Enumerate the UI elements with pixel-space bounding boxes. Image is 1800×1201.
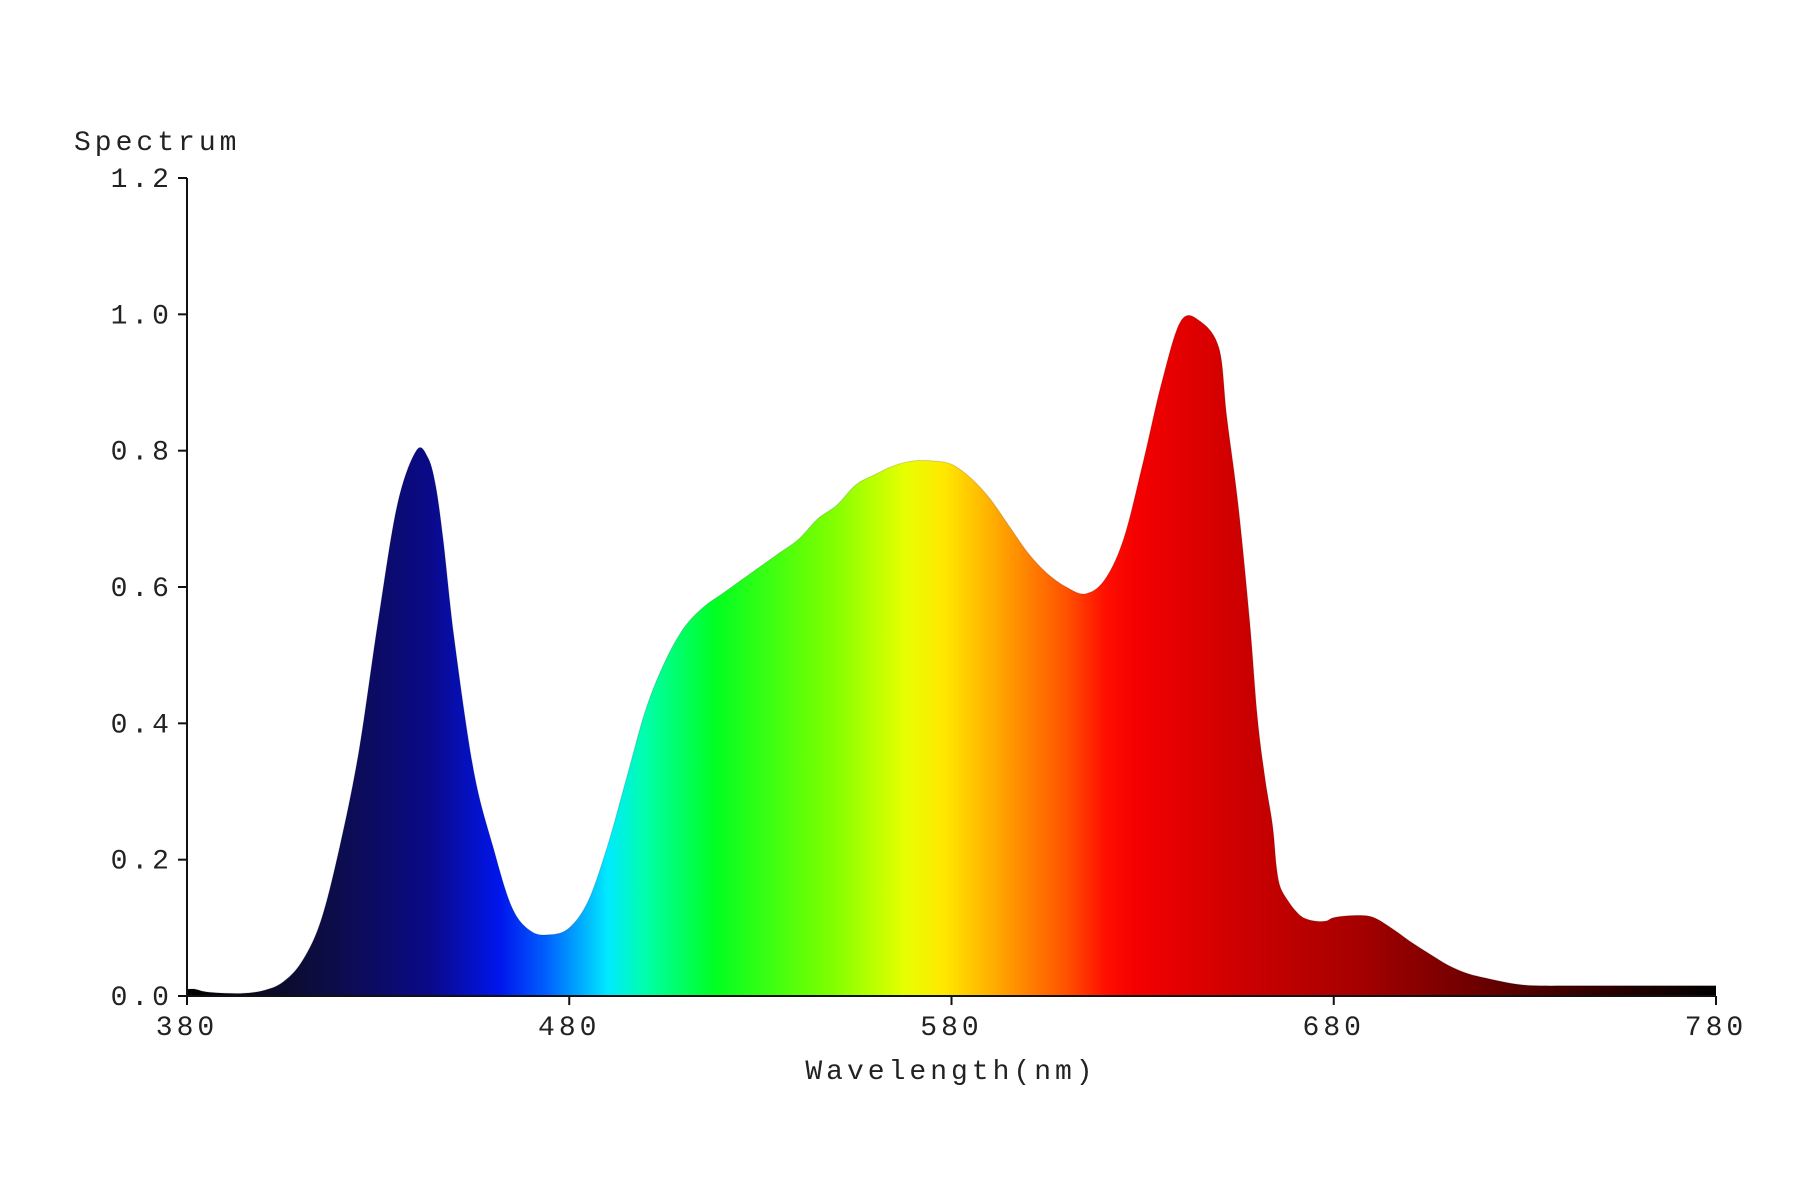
x-tick-label: 580	[920, 1013, 982, 1044]
y-tick-label: 1.0	[111, 301, 173, 332]
y-axis-ticks: 0.0 0.2 0.4 0.6 0.8 1.0 1.2	[111, 165, 187, 1014]
y-tick-label: 0.0	[111, 983, 173, 1014]
x-tick-label: 380	[156, 1013, 218, 1044]
y-tick-label: 0.6	[111, 574, 173, 605]
y-tick-label: 1.2	[111, 165, 173, 196]
x-axis-ticks: 380 480 580 680 780	[156, 996, 1747, 1044]
x-tick-label: 480	[538, 1013, 600, 1044]
y-tick-label: 0.8	[111, 438, 173, 469]
y-tick-label: 0.4	[111, 710, 173, 741]
spectrum-area	[187, 315, 1716, 996]
y-tick-label: 0.2	[111, 847, 173, 878]
x-tick-label: 680	[1303, 1013, 1365, 1044]
x-tick-label: 780	[1685, 1013, 1747, 1044]
x-axis-title: Wavelength(nm)	[805, 1057, 1096, 1088]
y-axis-title: Spectrum	[74, 128, 240, 159]
spectrum-outline	[186, 314, 1716, 995]
